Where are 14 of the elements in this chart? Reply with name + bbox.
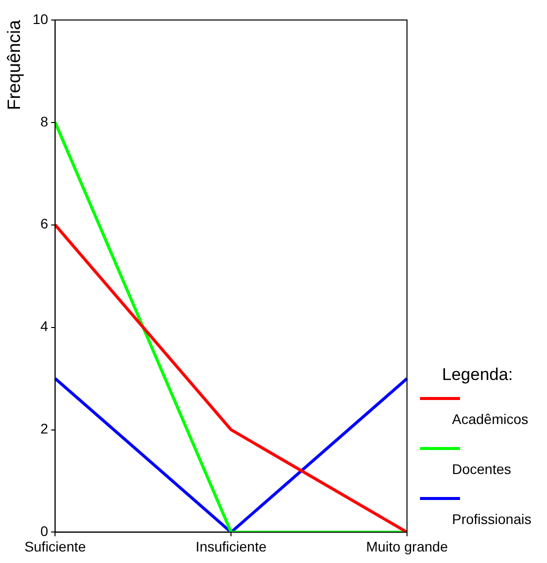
y-tick-label: 8 [40,113,48,130]
y-tick-label: 2 [40,420,48,437]
y-tick-label: 0 [40,523,48,540]
legend-label: Docentes [452,461,512,477]
legend-label: Acadêmicos [452,411,528,427]
x-tick-label: Suficiente [24,538,86,554]
x-tick-label: Muito grande [366,538,448,554]
x-tick-label: Insuficiente [196,538,267,554]
y-tick-label: 4 [40,318,48,334]
y-tick-label: 10 [32,10,48,27]
legend-title: Legenda: [442,365,513,385]
legend-label: Profissionais [452,511,532,527]
y-axis-title: Frequência [4,19,24,110]
y-tick-label: 6 [40,216,48,232]
